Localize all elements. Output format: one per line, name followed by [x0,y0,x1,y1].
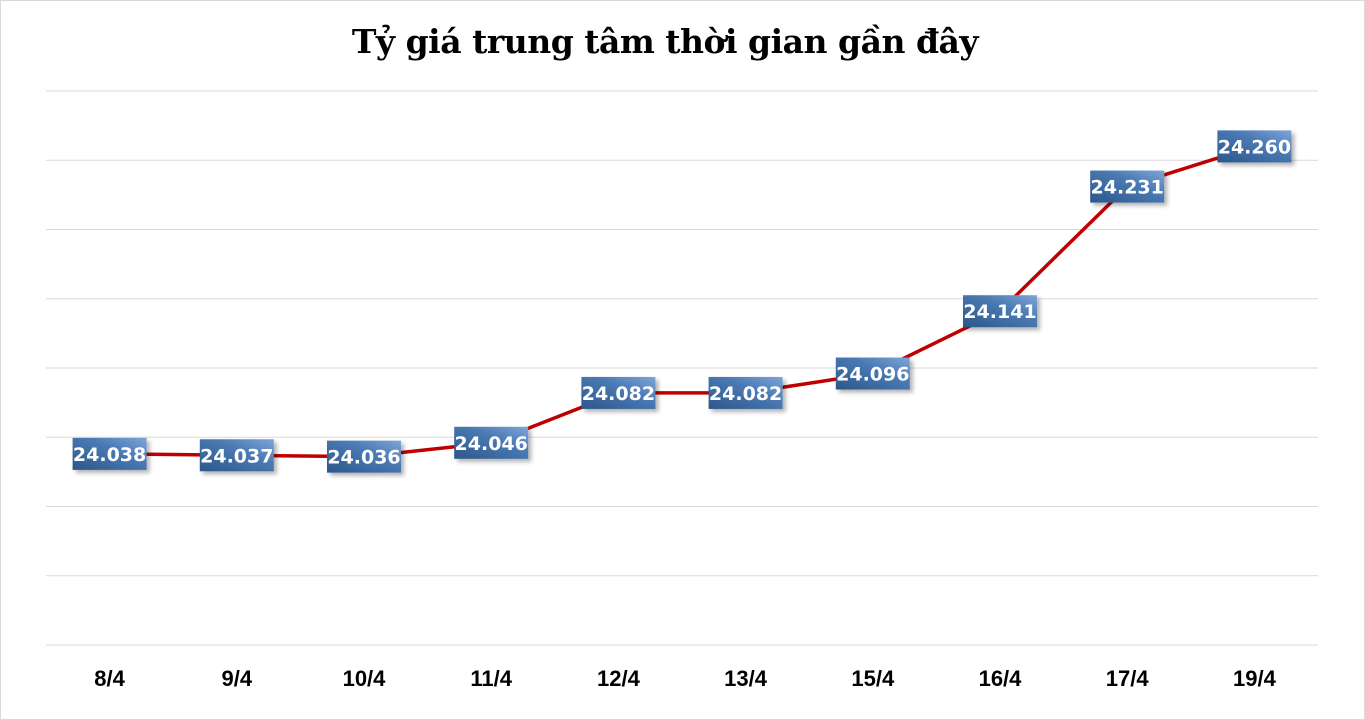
data-label-text: 24.082 [582,383,655,405]
x-tick-label: 8/4 [94,666,125,691]
data-line [109,144,1255,459]
data-label: 24.260 [1217,130,1292,163]
data-label-text: 24.260 [1218,136,1291,158]
data-label-text: 24.141 [963,301,1036,323]
data-label-text: 24.046 [455,433,528,455]
x-tick-label: 10/4 [343,666,387,691]
gridlines [46,90,1318,646]
data-label-text: 24.231 [1091,177,1164,199]
data-label: 24.231 [1090,170,1165,203]
data-label: 24.037 [199,439,274,472]
chart-title: Tỷ giá trung tâm thời gian gần đây [351,22,979,61]
data-label: 24.046 [454,426,529,459]
data-label: 24.036 [327,440,401,473]
data-label-text: 24.036 [327,447,400,469]
data-labels: 24.038 24.037 24.036 24.046 24.082 24.082 24.0… [72,130,1292,473]
x-tick-label: 9/4 [222,666,253,691]
data-label-text: 24.082 [709,383,782,405]
x-tick-label: 19/4 [1233,666,1277,691]
data-label-text: 24.038 [73,444,146,466]
x-tick-label: 17/4 [1106,666,1150,691]
x-tick-label: 13/4 [724,666,768,691]
data-label: 24.096 [835,357,910,390]
series-line [109,144,1255,459]
data-label: 24.141 [963,295,1037,328]
x-tick-label: 15/4 [851,666,895,691]
data-label-text: 24.037 [200,445,273,467]
x-axis-labels: 8/4 9/4 10/4 11/4 12/4 13/4 15/4 16/4 17/4 19/4 [94,666,1276,691]
x-tick-label: 16/4 [979,666,1023,691]
x-tick-label: 11/4 [470,666,512,691]
data-label-text: 24.096 [836,364,909,386]
x-tick-label: 12/4 [597,666,641,691]
data-label: 24.082 [708,376,783,409]
data-label: 24.082 [581,376,656,409]
data-label: 24.038 [72,437,147,470]
